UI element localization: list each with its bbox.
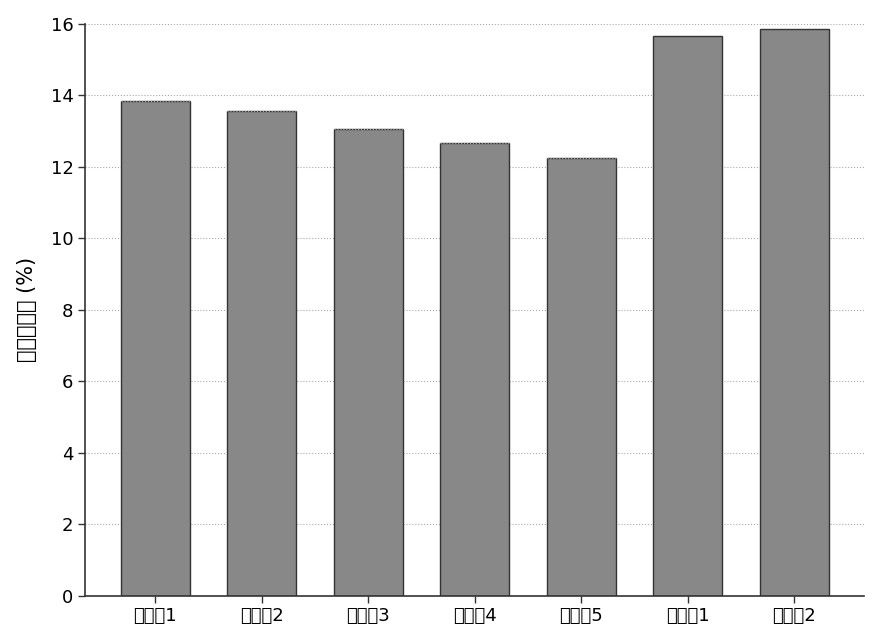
Bar: [227, 111, 296, 596]
Bar: [547, 158, 616, 596]
Bar: [759, 29, 829, 596]
Bar: [334, 129, 403, 596]
Bar: [653, 36, 722, 596]
Y-axis label: 质量变化率 (%): 质量变化率 (%): [17, 257, 37, 362]
Bar: [440, 143, 509, 596]
Bar: [121, 101, 190, 596]
